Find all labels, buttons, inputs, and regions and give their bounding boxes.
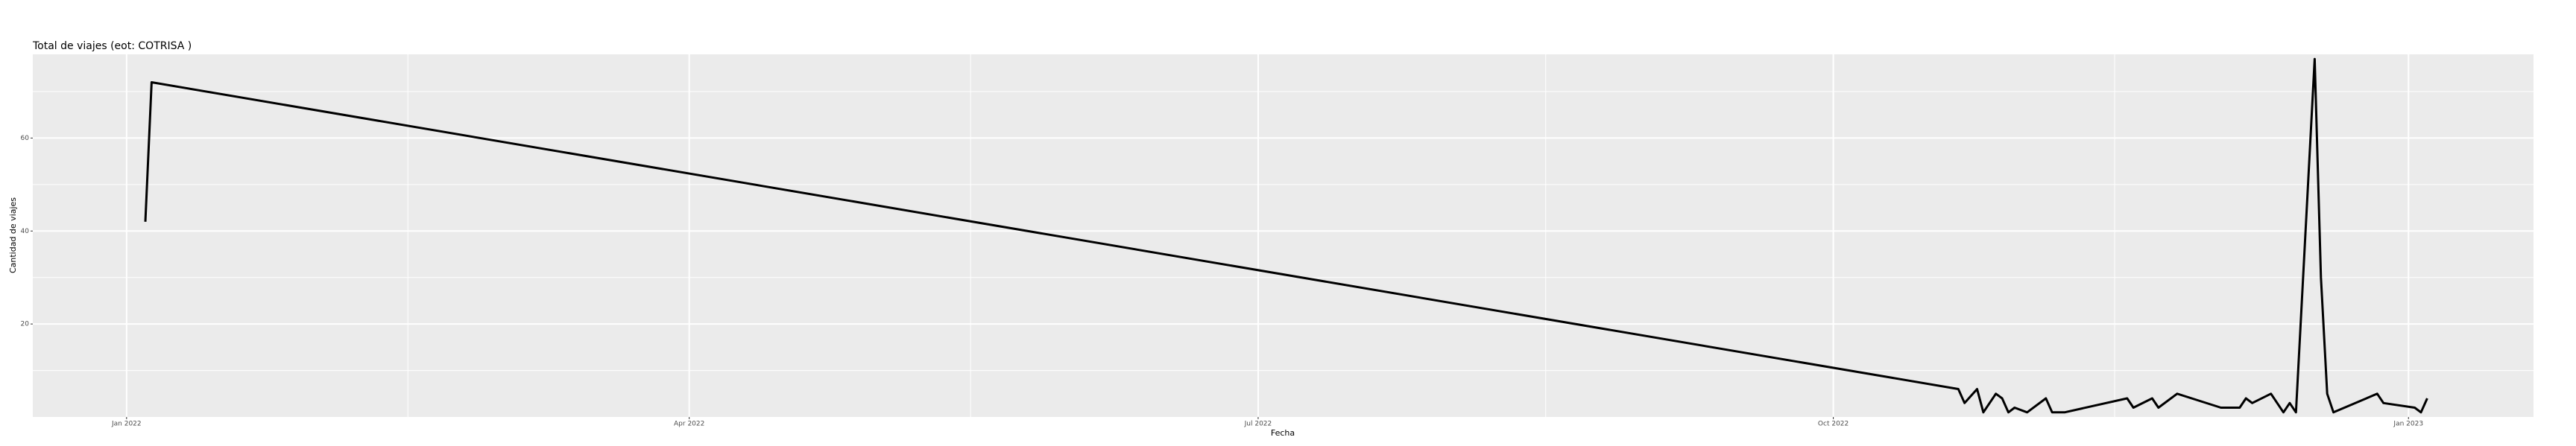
y-tick-label: 20 xyxy=(21,321,30,328)
x-axis-title: Fecha xyxy=(1271,428,1295,438)
x-tick-label: Oct 2022 xyxy=(1818,421,1849,428)
x-tick-label: Jan 2022 xyxy=(111,421,142,428)
plot-panel xyxy=(33,54,2534,417)
y-tick-label: 60 xyxy=(21,135,30,142)
x-tick-label: Jan 2023 xyxy=(2393,421,2423,428)
data-line xyxy=(144,57,2428,414)
x-tick-label: Apr 2022 xyxy=(674,421,704,428)
x-tick-label: Jul 2022 xyxy=(1244,421,1272,428)
y-axis-title: Cantidad de viajes xyxy=(8,197,18,273)
y-tick-label: 40 xyxy=(21,228,30,235)
chart-title: Total de viajes (eot: COTRISA ) xyxy=(32,40,192,52)
